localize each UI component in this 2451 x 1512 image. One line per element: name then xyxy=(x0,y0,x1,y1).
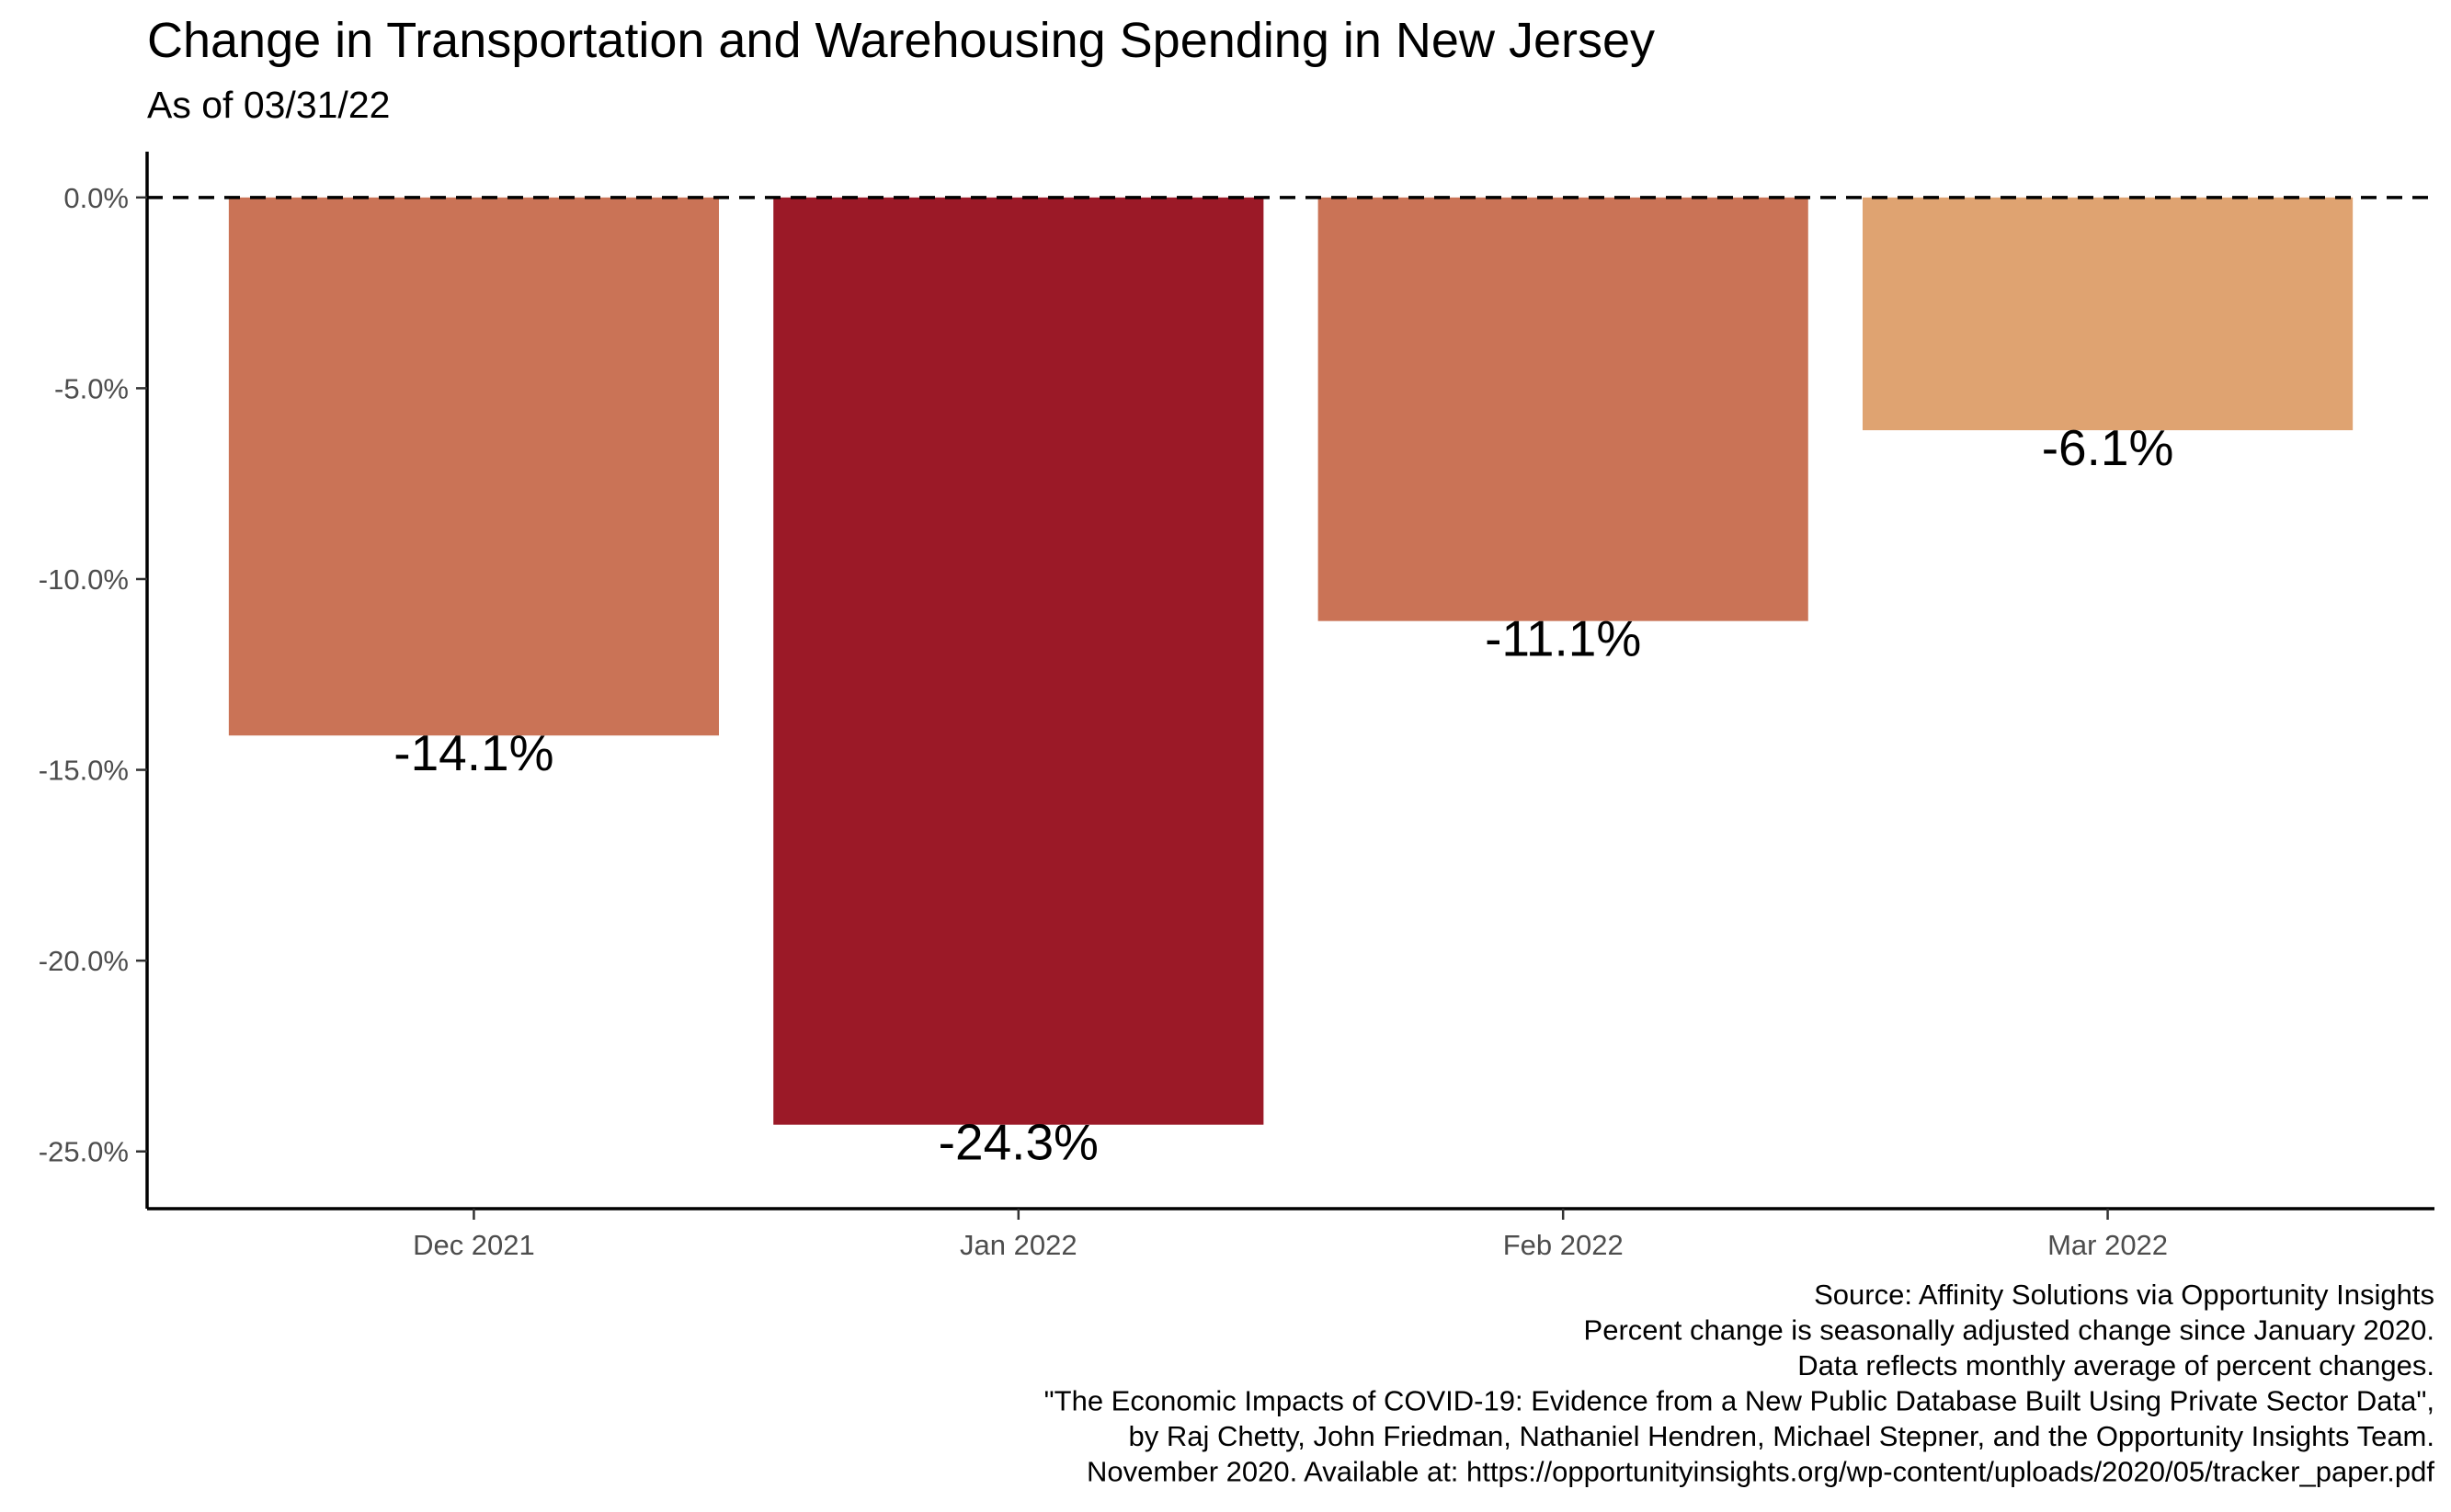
data-label: -24.3% xyxy=(939,1114,1099,1171)
caption-line: November 2020. Available at: https://opp… xyxy=(1087,1456,2434,1488)
bars-layer xyxy=(228,197,2354,1125)
bar-mar-2022 xyxy=(1863,197,2354,431)
bar-feb-2022 xyxy=(1317,197,1808,621)
caption-line: Data reflects monthly average of percent… xyxy=(1797,1349,2434,1381)
x-axis: Dec 2021 Jan 2022 Feb 2022 Mar 2022 xyxy=(147,1207,2434,1261)
caption-line: "The Economic Impacts of COVID-19: Evide… xyxy=(1044,1385,2434,1417)
data-label: -11.1% xyxy=(1485,610,1641,667)
y-axis: 0.0% -5.0% -10.0% -15.0% -20.0% -25.0% xyxy=(39,152,149,1209)
caption: Source: Affinity Solutions via Opportuni… xyxy=(1044,1279,2435,1488)
x-tick-label: Feb 2022 xyxy=(1503,1229,1624,1261)
chart-title: Change in Transportation and Warehousing… xyxy=(147,13,1655,68)
bar-dec-2021 xyxy=(228,197,719,736)
x-tick-label: Jan 2022 xyxy=(960,1229,1077,1261)
data-label: -14.1% xyxy=(393,724,553,781)
caption-line: Percent change is seasonally adjusted ch… xyxy=(1584,1314,2434,1347)
caption-line: Source: Affinity Solutions via Opportuni… xyxy=(1814,1279,2434,1311)
y-tick-label: -25.0% xyxy=(39,1136,129,1168)
x-tick-label: Mar 2022 xyxy=(2047,1229,2168,1261)
y-tick-label: -20.0% xyxy=(39,945,129,977)
caption-line: by Raj Chetty, John Friedman, Nathaniel … xyxy=(1129,1420,2434,1452)
y-tick-label: -15.0% xyxy=(39,755,129,787)
x-tick-label: Dec 2021 xyxy=(413,1229,535,1261)
data-label: -6.1% xyxy=(2042,419,2174,476)
y-tick-label: -10.0% xyxy=(39,563,129,596)
y-tick-label: -5.0% xyxy=(54,372,129,404)
y-tick-label: 0.0% xyxy=(63,182,129,214)
chart-subtitle: As of 03/31/22 xyxy=(147,84,390,126)
bar-jan-2022 xyxy=(773,197,1264,1125)
data-labels-layer: -14.1% -24.3% -11.1% -6.1% xyxy=(393,419,2173,1171)
